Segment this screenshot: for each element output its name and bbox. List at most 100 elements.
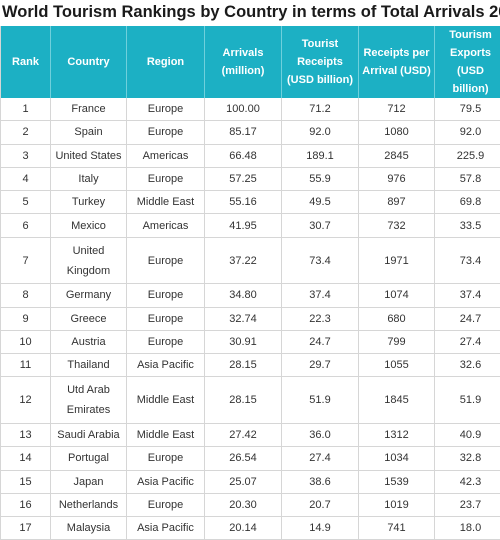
cell-arrivals: 25.07 xyxy=(205,470,282,493)
cell-receipts: 29.7 xyxy=(282,354,359,377)
cell-arrivals: 26.54 xyxy=(205,447,282,470)
cell-country: Austria xyxy=(51,330,127,353)
cell-region: Europe xyxy=(127,98,205,121)
cell-receipts-per-arrival: 741 xyxy=(359,517,435,540)
cell-exports: 51.9 xyxy=(435,377,500,424)
cell-receipts-per-arrival: 1539 xyxy=(359,470,435,493)
cell-rank: 1 xyxy=(1,98,51,121)
cell-rank: 13 xyxy=(1,423,51,446)
cell-arrivals: 55.16 xyxy=(205,191,282,214)
cell-region: Americas xyxy=(127,144,205,167)
cell-arrivals: 30.91 xyxy=(205,330,282,353)
page-title: World Tourism Rankings by Country in ter… xyxy=(0,0,500,26)
cell-country: Germany xyxy=(51,284,127,307)
cell-arrivals: 27.42 xyxy=(205,423,282,446)
cell-region: Europe xyxy=(127,284,205,307)
header-region[interactable]: Region xyxy=(127,26,205,98)
cell-receipts-per-arrival: 897 xyxy=(359,191,435,214)
cell-region: Europe xyxy=(127,237,205,284)
header-rank[interactable]: Rank xyxy=(1,26,51,98)
cell-rank: 6 xyxy=(1,214,51,237)
header-arrivals[interactable]: Arrivals (million) xyxy=(205,26,282,98)
cell-receipts-per-arrival: 680 xyxy=(359,307,435,330)
cell-receipts: 14.9 xyxy=(282,517,359,540)
cell-rank: 4 xyxy=(1,167,51,190)
cell-receipts-per-arrival: 1034 xyxy=(359,447,435,470)
cell-receipts-per-arrival: 976 xyxy=(359,167,435,190)
cell-rank: 7 xyxy=(1,237,51,284)
cell-receipts: 38.6 xyxy=(282,470,359,493)
cell-receipts: 30.7 xyxy=(282,214,359,237)
cell-receipts-per-arrival: 2845 xyxy=(359,144,435,167)
cell-region: Europe xyxy=(127,121,205,144)
cell-arrivals: 20.30 xyxy=(205,493,282,516)
cell-exports: 24.7 xyxy=(435,307,500,330)
cell-exports: 23.7 xyxy=(435,493,500,516)
cell-exports: 32.8 xyxy=(435,447,500,470)
cell-country: France xyxy=(51,98,127,121)
cell-country: United States xyxy=(51,144,127,167)
cell-rank: 10 xyxy=(1,330,51,353)
cell-rank: 11 xyxy=(1,354,51,377)
cell-receipts: 51.9 xyxy=(282,377,359,424)
cell-region: Europe xyxy=(127,330,205,353)
cell-country: Spain xyxy=(51,121,127,144)
cell-rank: 9 xyxy=(1,307,51,330)
cell-arrivals: 85.17 xyxy=(205,121,282,144)
cell-country: Greece xyxy=(51,307,127,330)
cell-exports: 42.3 xyxy=(435,470,500,493)
cell-exports: 73.4 xyxy=(435,237,500,284)
cell-exports: 225.9 xyxy=(435,144,500,167)
header-receipts-per-arrival[interactable]: Receipts per Arrival (USD) xyxy=(359,26,435,98)
cell-receipts-per-arrival: 1074 xyxy=(359,284,435,307)
cell-rank: 5 xyxy=(1,191,51,214)
cell-region: Asia Pacific xyxy=(127,470,205,493)
cell-country: Thailand xyxy=(51,354,127,377)
cell-receipts-per-arrival: 1971 xyxy=(359,237,435,284)
cell-exports: 57.8 xyxy=(435,167,500,190)
cell-receipts: 24.7 xyxy=(282,330,359,353)
cell-receipts: 189.1 xyxy=(282,144,359,167)
cell-receipts-per-arrival: 732 xyxy=(359,214,435,237)
cell-arrivals: 20.14 xyxy=(205,517,282,540)
cell-exports: 92.0 xyxy=(435,121,500,144)
cell-region: Americas xyxy=(127,214,205,237)
cell-rank: 17 xyxy=(1,517,51,540)
cell-exports: 37.4 xyxy=(435,284,500,307)
cell-region: Europe xyxy=(127,493,205,516)
header-exports[interactable]: Tourism Exports (USD billion) xyxy=(435,26,500,98)
cell-arrivals: 34.80 xyxy=(205,284,282,307)
cell-arrivals: 32.74 xyxy=(205,307,282,330)
cell-receipts: 73.4 xyxy=(282,237,359,284)
cell-country: Malaysia xyxy=(51,517,127,540)
header-country[interactable]: Country xyxy=(51,26,127,98)
cell-arrivals: 100.00 xyxy=(205,98,282,121)
header-receipts[interactable]: Tourist Receipts (USD billion) xyxy=(282,26,359,98)
cell-country: Mexico xyxy=(51,214,127,237)
cell-receipts: 92.0 xyxy=(282,121,359,144)
cell-receipts: 49.5 xyxy=(282,191,359,214)
cell-arrivals: 28.15 xyxy=(205,354,282,377)
rankings-table: Rank Country Region Arrivals (million) T… xyxy=(0,26,500,540)
cell-rank: 14 xyxy=(1,447,51,470)
cell-country: Italy xyxy=(51,167,127,190)
cell-exports: 32.6 xyxy=(435,354,500,377)
cell-rank: 12 xyxy=(1,377,51,424)
header-row: Rank Country Region Arrivals (million) T… xyxy=(1,26,500,98)
cell-exports: 18.0 xyxy=(435,517,500,540)
cell-rank: 15 xyxy=(1,470,51,493)
cell-region: Asia Pacific xyxy=(127,517,205,540)
